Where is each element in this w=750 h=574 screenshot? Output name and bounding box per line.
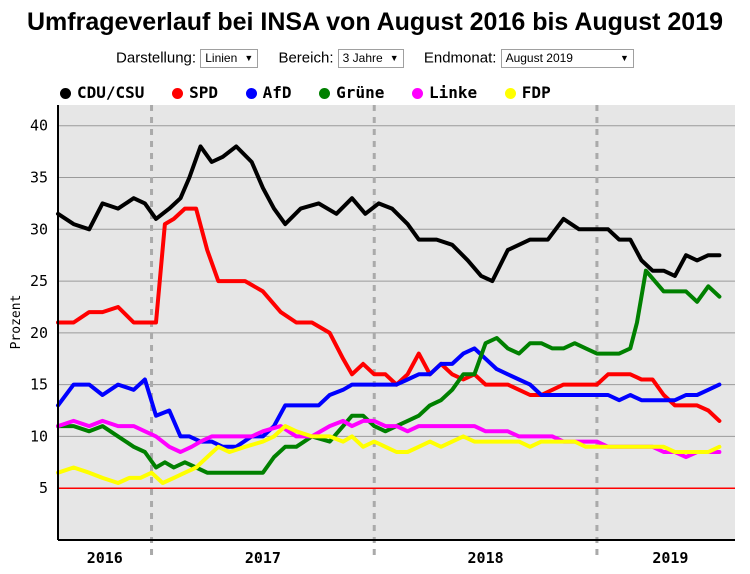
legend-dot bbox=[60, 88, 71, 99]
legend-dot bbox=[172, 88, 184, 99]
legend-item-cdu[interactable]: CDU/CSU bbox=[60, 83, 144, 102]
legend-label: AfD bbox=[262, 83, 292, 102]
legend-item-spd[interactable]: SPD bbox=[172, 83, 218, 102]
darstellung-label: Darstellung: bbox=[116, 49, 197, 67]
chevron-down-icon: ▼ bbox=[244, 53, 254, 63]
y-tick-label: 30 bbox=[30, 220, 48, 238]
plot-area bbox=[58, 105, 735, 540]
y-tick-label: 35 bbox=[30, 169, 48, 187]
series-line-fdp bbox=[56, 424, 722, 485]
legend-label: SPD bbox=[189, 83, 218, 102]
y-axis-label: Prozent bbox=[9, 295, 24, 350]
legend-dot bbox=[319, 88, 331, 99]
series-line-afd bbox=[56, 346, 722, 449]
bereich-value: 3 Jahre bbox=[342, 51, 383, 65]
legend-item-fdp[interactable]: FDP bbox=[504, 83, 551, 102]
endmonat-control: Endmonat: August 2019 ▼ bbox=[424, 49, 634, 68]
bereich-select[interactable]: 3 Jahre ▼ bbox=[337, 49, 404, 68]
legend-dot bbox=[411, 88, 423, 99]
x-tick-label: 2019 bbox=[652, 549, 688, 567]
legend-dot bbox=[504, 88, 516, 99]
chart-controls: Darstellung: Linien ▼ Bereich: 3 Jahre ▼… bbox=[0, 49, 750, 68]
legend-label: FDP bbox=[521, 83, 551, 102]
darstellung-control: Darstellung: Linien ▼ bbox=[116, 49, 259, 68]
x-tick-label: 2016 bbox=[87, 549, 123, 567]
legend-label: Grüne bbox=[336, 83, 385, 102]
chart-legend: CDU/CSU SPD AfD Grüne Linke FDP bbox=[60, 83, 569, 102]
y-tick-label: 10 bbox=[30, 427, 48, 445]
legend-label: CDU/CSU bbox=[77, 83, 145, 102]
legend-item-gruene[interactable]: Grüne bbox=[319, 83, 384, 102]
series-line-grne bbox=[56, 268, 722, 475]
series-line-cducsu bbox=[56, 144, 722, 284]
chevron-down-icon: ▼ bbox=[620, 53, 629, 63]
bereich-label: Bereich: bbox=[278, 49, 334, 67]
y-tick-label: 25 bbox=[30, 272, 48, 290]
darstellung-value: Linien bbox=[205, 51, 238, 65]
y-tick-label: 15 bbox=[30, 376, 48, 394]
chevron-down-icon: ▼ bbox=[389, 53, 399, 63]
darstellung-select[interactable]: Linien ▼ bbox=[200, 49, 259, 68]
legend-item-afd[interactable]: AfD bbox=[245, 83, 292, 102]
endmonat-select[interactable]: August 2019 ▼ bbox=[500, 49, 634, 68]
endmonat-label: Endmonat: bbox=[423, 49, 497, 67]
y-tick-label: 20 bbox=[30, 324, 48, 342]
legend-item-linke[interactable]: Linke bbox=[411, 83, 478, 102]
y-tick-label: 5 bbox=[39, 479, 48, 497]
bereich-control: Bereich: 3 Jahre ▼ bbox=[278, 49, 404, 68]
endmonat-value: August 2019 bbox=[505, 51, 573, 65]
x-tick-label: 2017 bbox=[245, 549, 281, 567]
legend-dot bbox=[245, 88, 257, 99]
x-tick-label: 2018 bbox=[468, 549, 504, 567]
legend-label: Linke bbox=[428, 83, 478, 102]
y-tick-label: 40 bbox=[30, 117, 48, 135]
page-title: Umfrageverlauf bei INSA von August 2016 … bbox=[26, 8, 724, 36]
series-line-spd bbox=[56, 206, 722, 423]
